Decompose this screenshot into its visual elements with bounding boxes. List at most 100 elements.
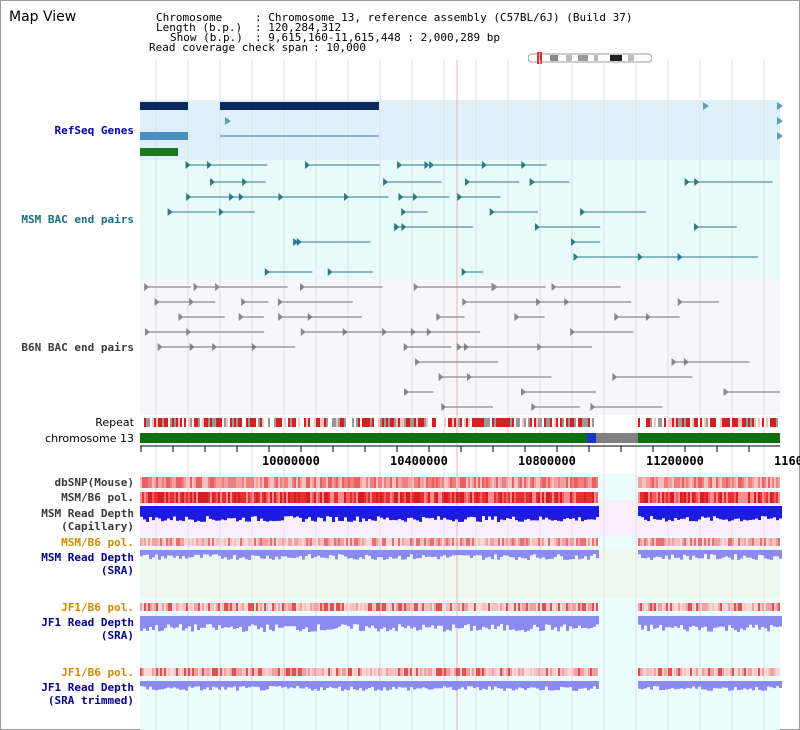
msm-bac-track[interactable] bbox=[167, 161, 773, 276]
chromosome-bar[interactable] bbox=[140, 433, 780, 443]
heat-mark bbox=[400, 477, 402, 488]
heat-mark bbox=[252, 492, 254, 503]
heat-mark bbox=[262, 477, 264, 488]
heat-mark bbox=[346, 477, 348, 488]
heat-mark bbox=[332, 492, 334, 503]
msm-bac-label[interactable]: MSM BAC end pairs bbox=[21, 213, 134, 226]
heat-mark bbox=[242, 492, 244, 503]
heat-mark bbox=[174, 603, 176, 611]
depth-bar bbox=[644, 506, 647, 520]
heat-mark bbox=[244, 492, 246, 503]
heat-mark bbox=[576, 538, 578, 546]
depth-bar bbox=[530, 550, 533, 556]
depth-bar bbox=[239, 506, 242, 520]
heat-mark bbox=[160, 603, 162, 611]
refseq-genes-track[interactable] bbox=[140, 102, 783, 156]
depth-bar bbox=[311, 616, 314, 632]
repeat-mark bbox=[316, 418, 318, 427]
heat-mark bbox=[774, 492, 776, 503]
depth-bar bbox=[221, 506, 224, 520]
heat-mark bbox=[318, 492, 320, 503]
heat-mark bbox=[300, 538, 302, 546]
heat-mark bbox=[726, 492, 728, 503]
heat-mark bbox=[676, 603, 678, 611]
heat-mark bbox=[518, 668, 520, 676]
depth-bar bbox=[689, 616, 692, 627]
heat-mark bbox=[638, 477, 640, 488]
heat-mark bbox=[526, 603, 528, 611]
heat-mark bbox=[272, 668, 274, 676]
heat-mark bbox=[168, 603, 170, 611]
repeat-mark bbox=[506, 418, 508, 427]
depth-bar bbox=[401, 681, 404, 688]
heat-mark bbox=[710, 538, 712, 546]
heat-mark bbox=[488, 668, 490, 676]
depth-bar bbox=[200, 681, 203, 691]
heat-mark bbox=[268, 538, 270, 546]
heat-mark bbox=[430, 668, 432, 676]
heat-mark bbox=[524, 492, 526, 503]
heat-mark bbox=[258, 477, 260, 488]
depth-bar bbox=[245, 616, 248, 632]
heat-mark bbox=[184, 477, 186, 488]
heat-mark bbox=[706, 603, 708, 611]
heat-mark bbox=[320, 603, 322, 611]
heat-mark bbox=[254, 603, 256, 611]
heat-mark bbox=[562, 603, 564, 611]
heat-mark bbox=[474, 477, 476, 488]
heat-mark bbox=[198, 477, 200, 488]
heat-mark bbox=[422, 603, 424, 611]
depth-bar bbox=[560, 506, 563, 522]
depth-bar bbox=[299, 506, 302, 518]
heat-mark bbox=[748, 538, 750, 546]
heat-mark bbox=[736, 477, 738, 488]
depth-bar bbox=[587, 506, 590, 520]
depth-bar bbox=[212, 616, 215, 628]
heat-mark bbox=[504, 603, 506, 611]
heat-mark bbox=[274, 538, 276, 546]
heat-mark bbox=[746, 603, 748, 611]
b6n-bac-track[interactable] bbox=[144, 283, 780, 411]
heat-mark bbox=[228, 477, 230, 488]
repeat-mark bbox=[166, 418, 168, 427]
depth-bar bbox=[248, 616, 251, 627]
depth-bar bbox=[536, 506, 539, 521]
heat-mark bbox=[432, 538, 434, 546]
depth-bar bbox=[461, 550, 464, 556]
repeat-mark bbox=[498, 418, 500, 427]
heat-mark bbox=[762, 538, 764, 546]
heat-mark bbox=[410, 668, 412, 676]
b6n-bac-label[interactable]: B6N BAC end pairs bbox=[21, 341, 134, 354]
heat-mark bbox=[312, 492, 314, 503]
heat-mark bbox=[328, 492, 330, 503]
heat-mark bbox=[320, 538, 322, 546]
heat-mark bbox=[650, 668, 652, 676]
heat-mark bbox=[316, 477, 318, 488]
depth-bar bbox=[365, 616, 368, 627]
heat-mark bbox=[528, 477, 530, 488]
depth-bar bbox=[299, 616, 302, 632]
heat-mark bbox=[736, 668, 738, 676]
heat-mark bbox=[704, 477, 706, 488]
heat-mark bbox=[704, 538, 706, 546]
depth-bar bbox=[674, 550, 677, 558]
polymorphism-depth-tracks[interactable] bbox=[140, 477, 782, 691]
heat-mark bbox=[368, 603, 370, 611]
repeat-track[interactable] bbox=[140, 418, 780, 427]
heat-mark bbox=[574, 477, 576, 488]
heat-mark bbox=[504, 477, 506, 488]
repeat-mark bbox=[300, 418, 302, 427]
heat-mark bbox=[660, 603, 662, 611]
heat-mark bbox=[296, 492, 298, 503]
heat-mark bbox=[180, 477, 182, 488]
depth-bar bbox=[302, 681, 305, 689]
refseq-genes-label[interactable]: RefSeq Genes bbox=[54, 124, 134, 137]
heat-mark bbox=[750, 603, 752, 611]
repeat-mark bbox=[576, 418, 578, 427]
depth-bar bbox=[503, 681, 506, 691]
chromosome-ideogram[interactable] bbox=[528, 52, 652, 64]
heat-mark bbox=[478, 603, 480, 611]
heat-mark bbox=[154, 477, 156, 488]
repeat-mark bbox=[432, 418, 434, 427]
